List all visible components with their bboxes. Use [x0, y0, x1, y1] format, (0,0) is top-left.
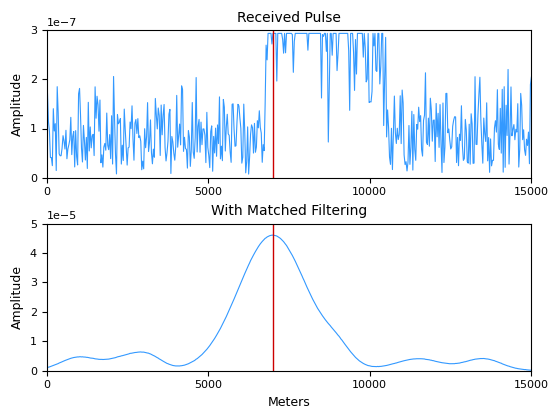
Title: With Matched Filtering: With Matched Filtering: [211, 204, 367, 218]
Y-axis label: Amplitude: Amplitude: [11, 72, 24, 136]
X-axis label: Meters: Meters: [268, 396, 310, 409]
Y-axis label: Amplitude: Amplitude: [11, 265, 24, 329]
Title: Received Pulse: Received Pulse: [237, 11, 341, 25]
